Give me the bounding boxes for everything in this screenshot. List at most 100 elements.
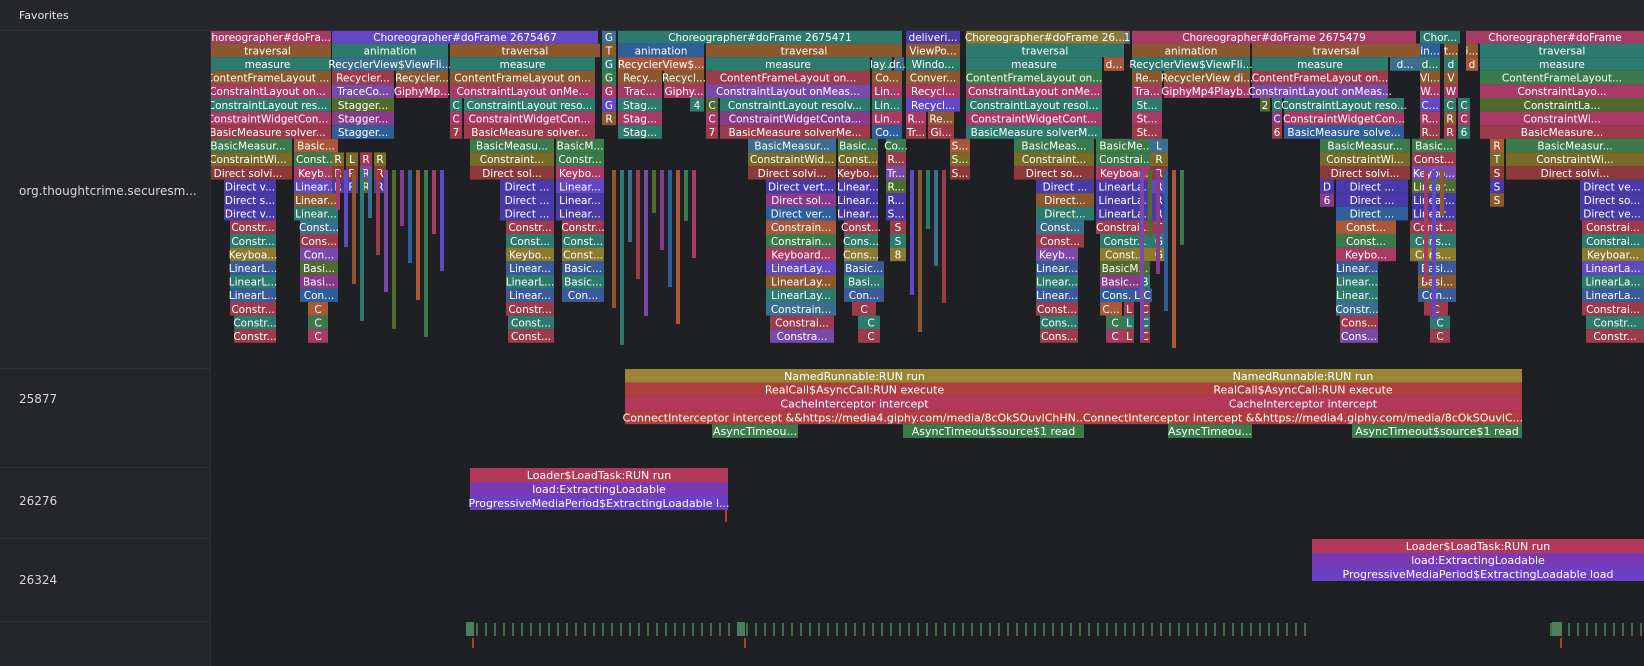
trace-slice[interactable]	[1582, 234, 1644, 248]
trace-slice[interactable]	[664, 70, 704, 85]
trace-slice[interactable]	[1040, 329, 1078, 343]
trace-slice[interactable]	[1506, 152, 1644, 166]
activity-tick[interactable]	[1052, 623, 1054, 636]
trace-slice[interactable]	[1444, 57, 1458, 71]
trace-slice[interactable]	[720, 98, 870, 112]
trace-slice-drip[interactable]	[668, 170, 672, 287]
activity-tick[interactable]	[1304, 623, 1306, 636]
trace-slice[interactable]	[890, 234, 906, 248]
activity-tick[interactable]	[827, 623, 829, 636]
trace-slice[interactable]	[1320, 179, 1334, 194]
trace-slice[interactable]	[230, 234, 276, 248]
trace-slice-drip[interactable]	[1156, 170, 1160, 274]
trace-slice[interactable]	[211, 70, 331, 85]
trace-slice[interactable]	[602, 111, 616, 126]
trace-slice[interactable]	[1272, 98, 1282, 112]
trace-slice[interactable]	[1336, 247, 1396, 262]
trace-slice[interactable]	[1036, 220, 1084, 234]
activity-tick[interactable]	[1196, 623, 1198, 636]
trace-slice[interactable]	[506, 302, 554, 316]
trace-slice[interactable]	[332, 98, 394, 112]
trace-slice[interactable]	[506, 220, 554, 234]
trace-slice[interactable]	[1336, 274, 1378, 289]
trace-slice[interactable]	[1420, 84, 1440, 98]
activity-tick[interactable]	[1295, 623, 1297, 636]
trace-slice[interactable]	[872, 57, 892, 71]
trace-slice[interactable]	[464, 125, 595, 139]
trace-slice[interactable]	[706, 98, 718, 112]
trace-slice[interactable]	[470, 166, 554, 180]
trace-slice[interactable]	[211, 152, 292, 166]
trace-slice[interactable]	[1580, 179, 1644, 194]
trace-slice[interactable]	[396, 70, 448, 85]
activity-tick[interactable]	[1631, 623, 1633, 636]
activity-tick[interactable]	[1286, 623, 1288, 636]
trace-slice[interactable]	[766, 274, 836, 289]
trace-slice[interactable]	[602, 57, 616, 71]
trace-slice[interactable]	[332, 152, 344, 166]
trace-slice-drip[interactable]	[1180, 170, 1184, 245]
trace-slice[interactable]	[1142, 288, 1152, 302]
activity-tick[interactable]	[836, 623, 838, 636]
trace-slice[interactable]	[966, 57, 1102, 71]
trace-slice[interactable]	[1340, 315, 1378, 330]
trace-slice-drip[interactable]	[620, 170, 624, 345]
trace-slice[interactable]	[1320, 193, 1334, 207]
named-runnable-slice[interactable]	[1084, 369, 1522, 383]
trace-slice[interactable]	[374, 152, 386, 166]
trace-slice[interactable]	[844, 288, 884, 302]
frame-slice[interactable]	[966, 31, 1124, 44]
trace-slice[interactable]	[1420, 43, 1440, 58]
activity-tick[interactable]	[908, 623, 910, 636]
trace-slice[interactable]	[1252, 43, 1420, 58]
connect-interceptor-slice[interactable]	[1084, 410, 1522, 425]
activity-tick[interactable]	[1640, 623, 1642, 636]
trace-slice[interactable]	[928, 111, 954, 126]
activity-tick[interactable]	[1097, 623, 1099, 636]
activity-tick[interactable]	[845, 623, 847, 636]
trace-slice[interactable]	[770, 315, 834, 330]
activity-tick[interactable]	[953, 623, 955, 636]
trace-slice[interactable]	[450, 125, 462, 139]
trace-slice[interactable]	[1140, 274, 1150, 289]
trace-slice[interactable]	[1586, 315, 1644, 330]
connect-interceptor-slice[interactable]	[625, 410, 1084, 425]
activity-tick[interactable]	[764, 623, 766, 636]
activity-tick[interactable]	[1034, 623, 1036, 636]
named-runnable-slice[interactable]	[625, 369, 1084, 383]
trace-slice[interactable]	[838, 166, 878, 180]
trace-slice[interactable]	[1458, 98, 1470, 112]
trace-slice[interactable]	[508, 329, 554, 343]
activity-tick[interactable]	[1552, 622, 1562, 636]
trace-slice[interactable]	[1580, 206, 1644, 221]
trace-slice-drip[interactable]	[1148, 170, 1152, 237]
activity-tick[interactable]	[971, 623, 973, 636]
activity-tick[interactable]	[494, 623, 496, 636]
trace-slice[interactable]	[1140, 315, 1150, 330]
activity-tick[interactable]	[1577, 623, 1579, 636]
trace-slice[interactable]	[872, 70, 902, 85]
trace-slice[interactable]	[1124, 302, 1134, 316]
trace-slice[interactable]	[1480, 111, 1644, 126]
trace-slice[interactable]	[300, 288, 338, 302]
trace-slice-drip[interactable]	[408, 170, 412, 263]
frame-slice[interactable]	[211, 31, 331, 44]
trace-slice[interactable]	[618, 43, 704, 58]
trace-slice[interactable]	[506, 288, 554, 302]
trace-slice[interactable]	[1412, 152, 1456, 166]
trace-slice[interactable]	[906, 111, 926, 126]
trace-slice[interactable]	[450, 98, 462, 112]
trace-slice-drip[interactable]	[942, 170, 946, 303]
activity-tick[interactable]	[1268, 623, 1270, 636]
trace-slice[interactable]	[1036, 206, 1094, 221]
track-label-26276[interactable]: 26276	[19, 494, 58, 508]
trace-slice-drip[interactable]	[416, 170, 420, 300]
trace-slice[interactable]	[230, 288, 276, 302]
trace-slice[interactable]	[872, 98, 902, 112]
activity-tick[interactable]	[719, 623, 721, 636]
trace-slice[interactable]	[294, 193, 338, 207]
trace-slice[interactable]	[294, 152, 338, 166]
load-extracting-slice[interactable]	[470, 482, 728, 496]
activity-tick[interactable]	[620, 623, 622, 636]
activity-tick[interactable]	[980, 623, 982, 636]
